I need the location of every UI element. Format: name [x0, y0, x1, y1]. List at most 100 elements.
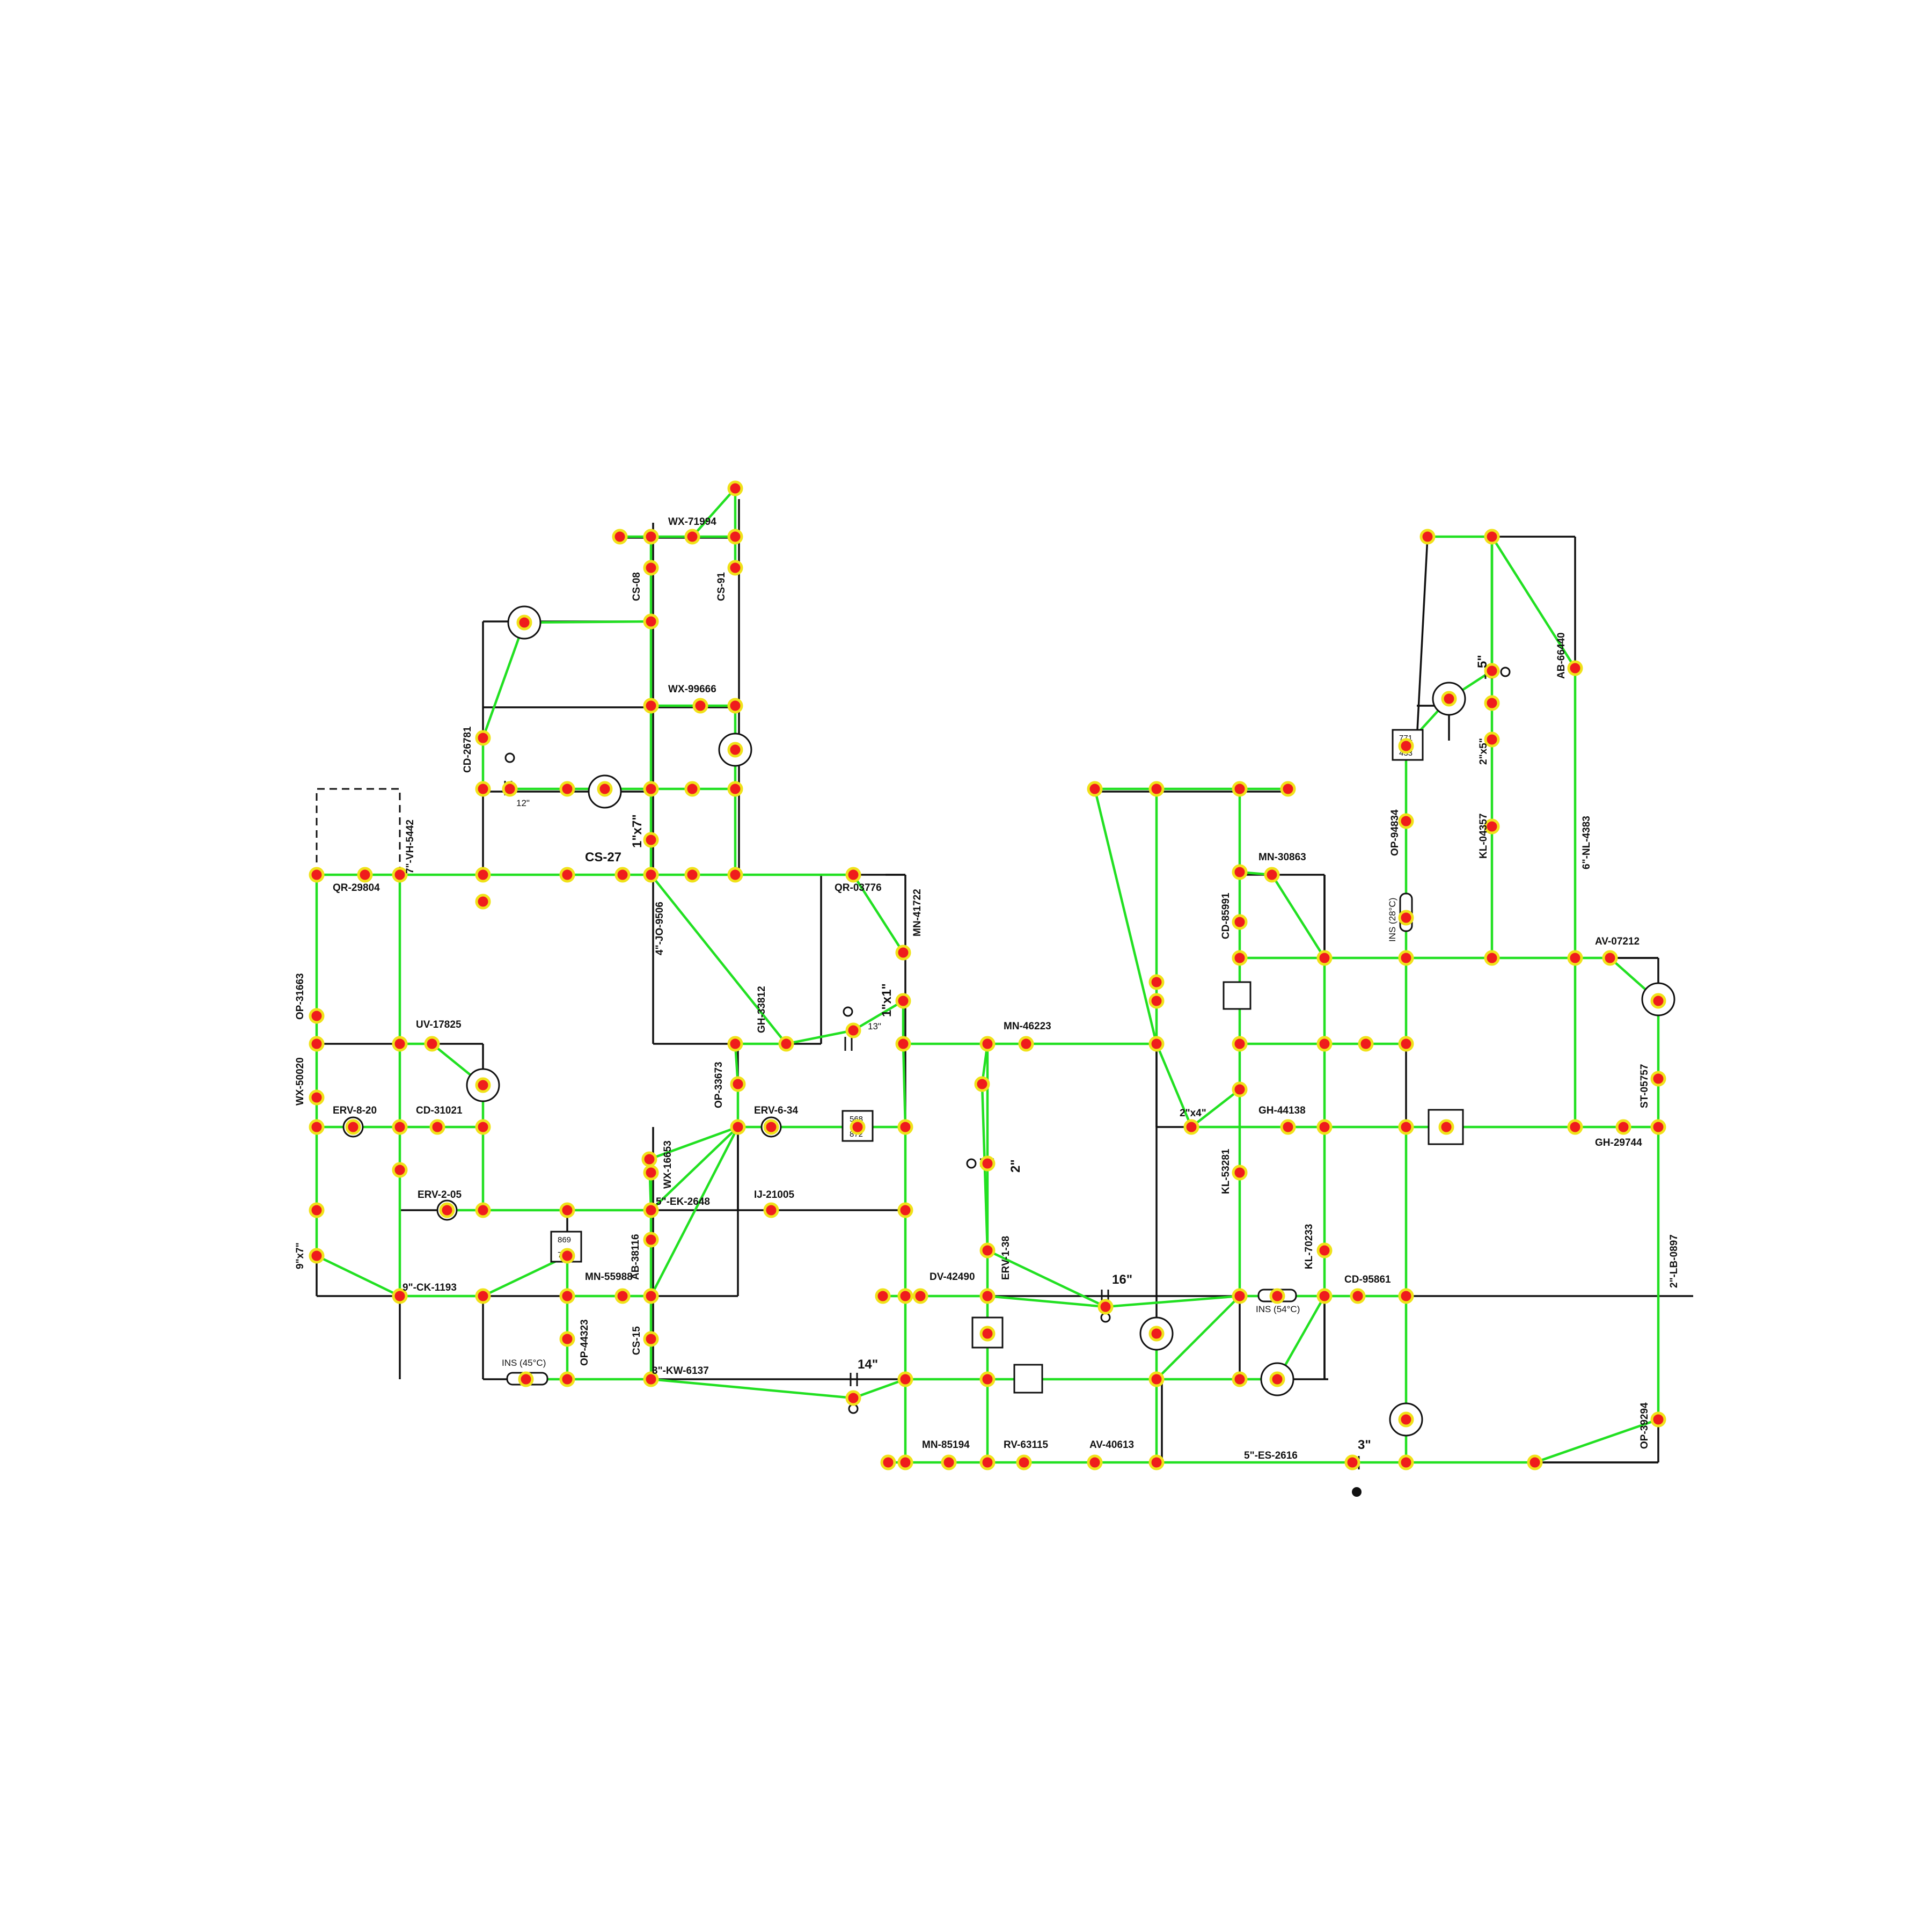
graph-node[interactable] [1650, 1071, 1666, 1087]
graph-node[interactable] [309, 1008, 325, 1024]
graph-node[interactable] [392, 1119, 408, 1135]
graph-node[interactable] [643, 560, 659, 576]
graph-node[interactable] [475, 1288, 491, 1304]
graph-node[interactable] [895, 993, 911, 1009]
graph-node[interactable] [643, 1371, 659, 1387]
instrument-box-d[interactable] [1223, 981, 1252, 1010]
graph-node[interactable] [643, 1232, 659, 1248]
graph-node[interactable] [1398, 1411, 1414, 1428]
graph-node[interactable] [684, 529, 700, 545]
graph-node[interactable] [502, 781, 518, 797]
graph-node[interactable] [979, 1036, 996, 1052]
graph-node[interactable] [1097, 1299, 1114, 1315]
graph-node[interactable] [845, 1390, 861, 1406]
graph-node[interactable] [1280, 1119, 1296, 1135]
graph-node[interactable] [559, 781, 575, 797]
graph-node[interactable] [641, 1151, 657, 1167]
graph-node[interactable] [727, 529, 743, 545]
graph-node[interactable] [730, 1119, 746, 1135]
graph-node[interactable] [1358, 1036, 1374, 1052]
graph-node[interactable] [1398, 910, 1414, 926]
graph-node[interactable] [912, 1288, 928, 1304]
graph-node[interactable] [1148, 1371, 1165, 1387]
graph-node[interactable] [1148, 1326, 1165, 1342]
graph-node[interactable] [345, 1119, 361, 1135]
graph-node[interactable] [1316, 1036, 1333, 1052]
graph-node[interactable] [845, 1022, 861, 1038]
graph-node[interactable] [1148, 1454, 1165, 1470]
graph-node[interactable] [614, 867, 631, 883]
graph-node[interactable] [643, 832, 659, 848]
graph-node[interactable] [1344, 1454, 1360, 1470]
graph-node[interactable] [597, 781, 613, 797]
graph-node[interactable] [1398, 1036, 1414, 1052]
graph-node[interactable] [1148, 781, 1165, 797]
graph-node[interactable] [1441, 691, 1457, 707]
graph-node[interactable] [727, 1036, 743, 1052]
graph-node[interactable] [475, 781, 491, 797]
graph-node[interactable] [559, 1248, 575, 1264]
graph-node[interactable] [692, 698, 708, 714]
graph-node[interactable] [559, 1202, 575, 1218]
graph-node[interactable] [1264, 867, 1280, 883]
graph-node[interactable] [516, 614, 532, 631]
graph-node[interactable] [880, 1454, 896, 1470]
graph-node[interactable] [309, 867, 325, 883]
graph-node[interactable] [643, 529, 659, 545]
graph-node[interactable] [979, 1288, 996, 1304]
graph-node[interactable] [1018, 1036, 1034, 1052]
graph-node[interactable] [392, 1162, 408, 1178]
graph-node[interactable] [1148, 1036, 1165, 1052]
graph-node[interactable] [1232, 1165, 1248, 1181]
graph-node[interactable] [1484, 731, 1500, 748]
graph-node[interactable] [1567, 1119, 1583, 1135]
graph-node[interactable] [614, 1288, 631, 1304]
graph-node[interactable] [475, 1077, 491, 1093]
instrument-box-g[interactable] [1013, 1364, 1043, 1394]
graph-node[interactable] [979, 1242, 996, 1258]
graph-node[interactable] [895, 1036, 911, 1052]
graph-node[interactable] [1232, 1081, 1248, 1097]
graph-node[interactable] [845, 867, 861, 883]
graph-node[interactable] [643, 1331, 659, 1347]
graph-node[interactable] [1087, 781, 1103, 797]
graph-node[interactable] [475, 730, 491, 746]
graph-node[interactable] [518, 1371, 534, 1387]
graph-node[interactable] [475, 1119, 491, 1135]
graph-node[interactable] [1650, 1411, 1666, 1428]
graph-node[interactable] [1269, 1288, 1285, 1304]
graph-node[interactable] [1087, 1454, 1103, 1470]
graph-node[interactable] [1484, 529, 1500, 545]
graph-node[interactable] [643, 781, 659, 797]
graph-node[interactable] [392, 867, 408, 883]
graph-node[interactable] [684, 781, 700, 797]
graph-node[interactable] [897, 1288, 913, 1304]
graph-node[interactable] [1398, 1119, 1414, 1135]
graph-node[interactable] [1232, 1288, 1248, 1304]
graph-node[interactable] [1567, 660, 1583, 676]
graph-node[interactable] [643, 613, 659, 630]
graph-node[interactable] [392, 1288, 408, 1304]
graph-node[interactable] [763, 1119, 779, 1135]
graph-node[interactable] [1398, 813, 1414, 829]
graph-node[interactable] [1316, 1119, 1333, 1135]
graph-node[interactable] [875, 1288, 891, 1304]
graph-node[interactable] [778, 1036, 794, 1052]
graph-node[interactable] [559, 1288, 575, 1304]
graph-node[interactable] [559, 1331, 575, 1347]
graph-node[interactable] [309, 1089, 325, 1106]
graph-node[interactable] [424, 1036, 440, 1052]
graph-node[interactable] [309, 1248, 325, 1264]
graph-node[interactable] [612, 529, 628, 545]
graph-node[interactable] [1419, 529, 1436, 545]
graph-node[interactable] [643, 867, 659, 883]
graph-node[interactable] [1016, 1454, 1032, 1470]
graph-node[interactable] [1350, 1288, 1366, 1304]
graph-node[interactable] [979, 1155, 996, 1172]
graph-node[interactable] [475, 1202, 491, 1218]
graph-node[interactable] [1398, 950, 1414, 966]
graph-node[interactable] [727, 560, 743, 576]
graph-node[interactable] [1527, 1454, 1543, 1470]
graph-node[interactable] [475, 867, 491, 883]
graph-node[interactable] [763, 1202, 779, 1218]
